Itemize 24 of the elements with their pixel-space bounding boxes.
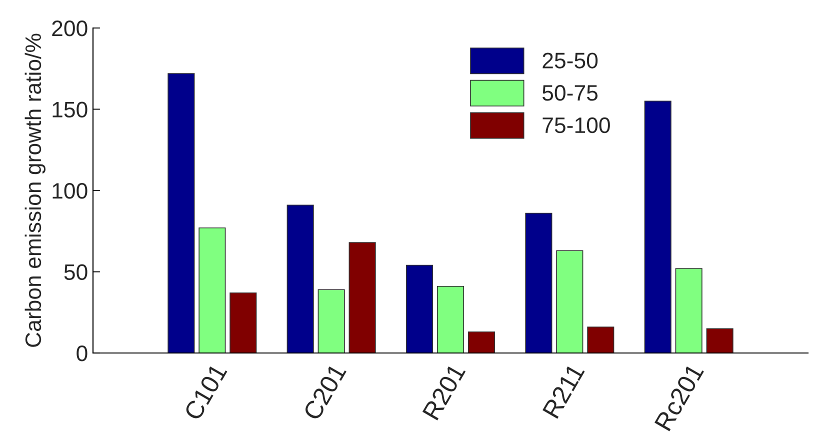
bar [198, 227, 226, 353]
bar [468, 331, 496, 353]
y-axis-title: Carbon emission growth ratio/% [24, 34, 46, 347]
bar [436, 286, 464, 353]
bar [525, 212, 552, 353]
legend-label: 50-75 [542, 85, 598, 101]
y-tick-label: 200 [52, 20, 88, 36]
y-tick-label: 50 [64, 264, 88, 280]
bar [706, 328, 734, 353]
bar [587, 326, 614, 353]
bar [675, 268, 702, 353]
bar [644, 100, 672, 353]
bar [318, 289, 345, 353]
legend-label: 25-50 [542, 52, 598, 68]
bar [556, 250, 584, 353]
bar [286, 204, 314, 353]
y-tick-label: 150 [52, 102, 88, 118]
bar [230, 292, 257, 353]
legend-label: 75-100 [542, 117, 610, 134]
bar [406, 264, 434, 353]
bar [348, 242, 376, 353]
bar [168, 73, 195, 353]
y-tick-label: 100 [52, 183, 88, 199]
y-tick-label: 0 [76, 346, 88, 362]
